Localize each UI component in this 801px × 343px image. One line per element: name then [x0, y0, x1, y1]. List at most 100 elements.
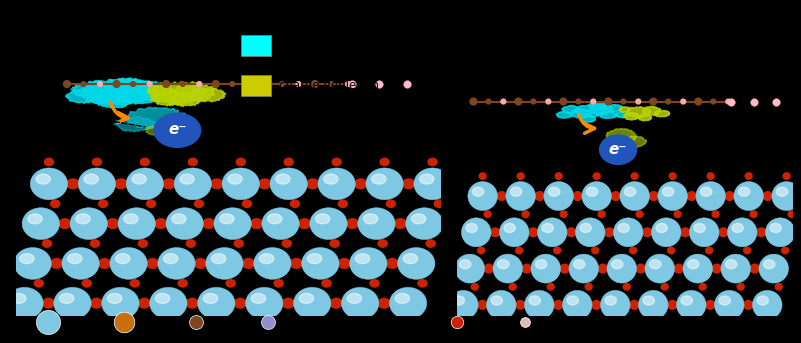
- Ellipse shape: [198, 287, 235, 319]
- Ellipse shape: [210, 178, 223, 189]
- Polygon shape: [70, 82, 114, 99]
- Ellipse shape: [766, 218, 795, 247]
- Polygon shape: [70, 82, 114, 99]
- Ellipse shape: [420, 174, 434, 184]
- Ellipse shape: [203, 294, 218, 304]
- Ellipse shape: [756, 227, 767, 237]
- Ellipse shape: [620, 181, 650, 211]
- Polygon shape: [129, 81, 167, 96]
- Ellipse shape: [711, 210, 720, 218]
- Ellipse shape: [293, 287, 331, 319]
- Ellipse shape: [536, 260, 547, 269]
- Polygon shape: [654, 110, 670, 117]
- Ellipse shape: [686, 191, 697, 201]
- Point: [61, 81, 74, 87]
- Ellipse shape: [258, 178, 272, 189]
- Ellipse shape: [651, 218, 681, 247]
- Point: [617, 99, 630, 104]
- Ellipse shape: [763, 260, 775, 269]
- Ellipse shape: [139, 157, 150, 166]
- Point: [467, 99, 480, 104]
- Ellipse shape: [553, 247, 562, 255]
- Ellipse shape: [674, 210, 682, 218]
- Ellipse shape: [310, 208, 347, 239]
- Point: [722, 99, 735, 104]
- Polygon shape: [173, 82, 215, 102]
- Circle shape: [599, 135, 637, 164]
- Ellipse shape: [298, 218, 312, 229]
- Ellipse shape: [575, 218, 605, 247]
- Polygon shape: [606, 105, 623, 112]
- Ellipse shape: [559, 210, 568, 218]
- Polygon shape: [606, 105, 623, 112]
- Ellipse shape: [770, 223, 781, 233]
- Ellipse shape: [433, 199, 444, 208]
- Polygon shape: [159, 114, 195, 128]
- Ellipse shape: [553, 300, 564, 310]
- Ellipse shape: [130, 279, 140, 288]
- Ellipse shape: [775, 283, 783, 291]
- Polygon shape: [575, 105, 607, 117]
- Ellipse shape: [281, 239, 292, 248]
- Point: [497, 99, 509, 104]
- Ellipse shape: [515, 300, 525, 310]
- Ellipse shape: [54, 287, 91, 319]
- Ellipse shape: [82, 279, 92, 288]
- Ellipse shape: [718, 227, 728, 237]
- Ellipse shape: [601, 291, 630, 319]
- Polygon shape: [626, 107, 651, 118]
- Ellipse shape: [497, 308, 505, 316]
- Polygon shape: [614, 112, 629, 118]
- Ellipse shape: [300, 294, 314, 304]
- Ellipse shape: [497, 191, 507, 201]
- Ellipse shape: [219, 214, 234, 224]
- Ellipse shape: [461, 218, 491, 247]
- Ellipse shape: [490, 227, 501, 237]
- Text: 0.266 e: 0.266 e: [145, 13, 209, 28]
- Ellipse shape: [510, 187, 521, 196]
- Ellipse shape: [349, 248, 387, 279]
- Polygon shape: [562, 105, 580, 114]
- Text: Fe: Fe: [139, 316, 153, 329]
- Ellipse shape: [417, 279, 428, 288]
- Ellipse shape: [759, 254, 788, 283]
- Ellipse shape: [574, 260, 585, 269]
- Ellipse shape: [554, 172, 563, 180]
- Ellipse shape: [763, 191, 773, 201]
- Ellipse shape: [171, 214, 186, 224]
- Ellipse shape: [484, 210, 492, 218]
- Text: e⁻: e⁻: [168, 122, 187, 137]
- Ellipse shape: [234, 239, 244, 248]
- Ellipse shape: [750, 263, 760, 274]
- Ellipse shape: [477, 247, 485, 255]
- Ellipse shape: [337, 199, 348, 208]
- Ellipse shape: [402, 178, 415, 189]
- Ellipse shape: [19, 307, 30, 316]
- Polygon shape: [170, 92, 202, 106]
- Ellipse shape: [776, 187, 787, 196]
- Ellipse shape: [705, 247, 714, 255]
- Ellipse shape: [787, 210, 795, 218]
- Ellipse shape: [743, 300, 754, 310]
- Polygon shape: [150, 82, 207, 105]
- Point: [677, 99, 690, 104]
- Ellipse shape: [643, 296, 654, 305]
- Ellipse shape: [329, 239, 340, 248]
- Ellipse shape: [186, 239, 196, 248]
- Ellipse shape: [591, 247, 599, 255]
- Polygon shape: [140, 91, 172, 102]
- Point: [747, 99, 760, 104]
- Ellipse shape: [366, 168, 403, 200]
- Ellipse shape: [781, 247, 789, 255]
- Ellipse shape: [163, 254, 178, 264]
- Polygon shape: [623, 113, 640, 120]
- Polygon shape: [638, 114, 652, 121]
- Polygon shape: [190, 88, 226, 102]
- Point: [602, 99, 614, 104]
- Ellipse shape: [610, 191, 621, 201]
- Ellipse shape: [162, 178, 175, 189]
- Ellipse shape: [403, 307, 413, 316]
- Ellipse shape: [14, 248, 51, 279]
- Text: N: N: [283, 316, 292, 329]
- Text: charge accumulation: charge accumulation: [280, 39, 404, 52]
